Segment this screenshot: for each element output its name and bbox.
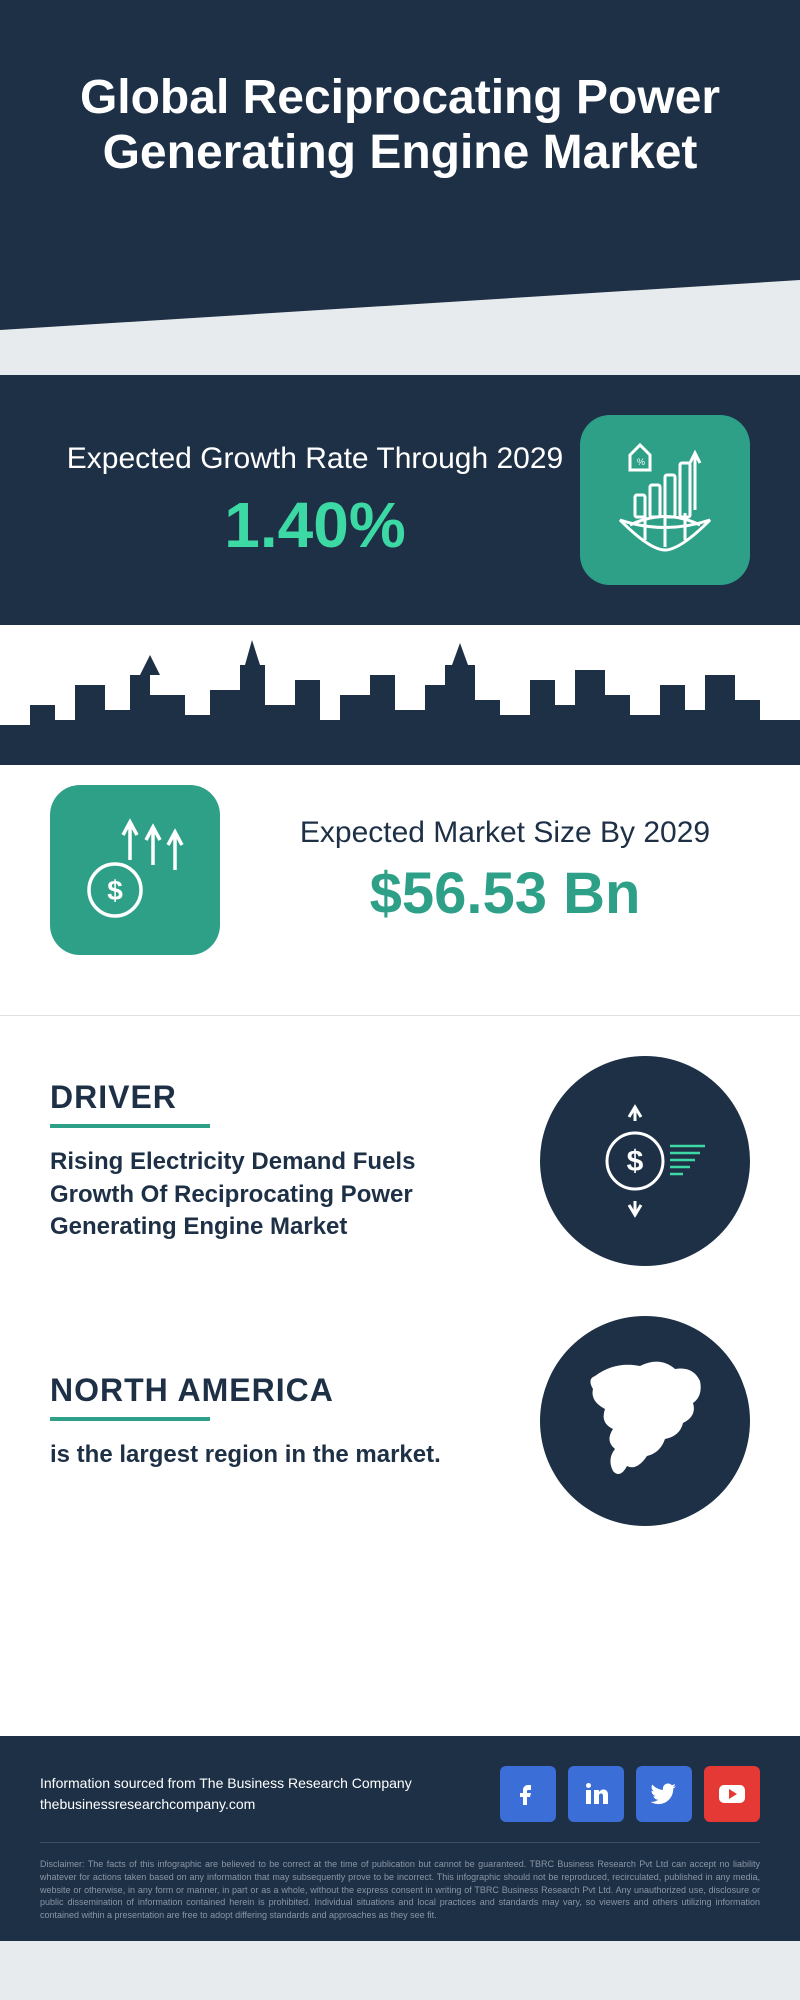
twitter-icon[interactable] <box>636 1766 692 1822</box>
growth-label: Expected Growth Rate Through 2029 <box>50 439 580 478</box>
driver-text: DRIVER Rising Electricity Demand Fuels G… <box>50 1079 500 1243</box>
footer-source: Information sourced from The Business Re… <box>40 1773 412 1815</box>
market-size-row: $ Expected Market Size By 2029 $56.53 Bn <box>0 765 800 975</box>
spacer <box>0 335 800 375</box>
driver-body: Rising Electricity Demand Fuels Growth O… <box>50 1146 500 1243</box>
youtube-icon[interactable] <box>704 1766 760 1822</box>
info-section: DRIVER Rising Electricity Demand Fuels G… <box>0 1015 800 1616</box>
region-heading: NORTH AMERICA <box>50 1372 500 1409</box>
underline <box>50 1417 210 1421</box>
spacer <box>0 1616 800 1736</box>
header-banner: Global Reciprocating Power Generating En… <box>0 0 800 270</box>
svg-text:$: $ <box>107 875 123 906</box>
driver-heading: DRIVER <box>50 1079 500 1116</box>
city-skyline-icon <box>0 625 800 765</box>
footer: Information sourced from The Business Re… <box>0 1736 800 1941</box>
growth-rate-panel: Expected Growth Rate Through 2029 1.40% … <box>0 375 800 625</box>
source-line-2: thebusinessresearchcompany.com <box>40 1794 412 1815</box>
underline <box>50 1124 210 1128</box>
exchange-dollar-icon: $ <box>540 1056 750 1266</box>
driver-row: DRIVER Rising Electricity Demand Fuels G… <box>50 1056 750 1266</box>
growth-value: 1.40% <box>50 488 580 562</box>
market-size-section: $ Expected Market Size By 2029 $56.53 Bn <box>0 625 800 1015</box>
footer-top-row: Information sourced from The Business Re… <box>40 1766 760 1843</box>
source-line-1: Information sourced from The Business Re… <box>40 1773 412 1794</box>
disclaimer-text: Disclaimer: The facts of this infographi… <box>40 1858 760 1921</box>
region-body: is the largest region in the market. <box>50 1439 500 1471</box>
market-size-value: $56.53 Bn <box>260 860 750 927</box>
social-links <box>500 1766 760 1822</box>
region-text: NORTH AMERICA is the largest region in t… <box>50 1372 500 1471</box>
facebook-icon[interactable] <box>500 1766 556 1822</box>
linkedin-icon[interactable] <box>568 1766 624 1822</box>
market-text-block: Expected Market Size By 2029 $56.53 Bn <box>260 813 750 927</box>
svg-text:%: % <box>637 457 645 467</box>
growth-text-block: Expected Growth Rate Through 2029 1.40% <box>50 439 580 562</box>
market-size-label: Expected Market Size By 2029 <box>260 813 750 852</box>
growth-chart-icon: % <box>580 415 750 585</box>
svg-text:$: $ <box>627 1145 644 1178</box>
main-title: Global Reciprocating Power Generating En… <box>60 70 740 180</box>
money-up-icon: $ <box>50 785 220 955</box>
header-diagonal-divider <box>0 270 800 330</box>
north-america-icon <box>540 1316 750 1526</box>
region-row: NORTH AMERICA is the largest region in t… <box>50 1316 750 1526</box>
